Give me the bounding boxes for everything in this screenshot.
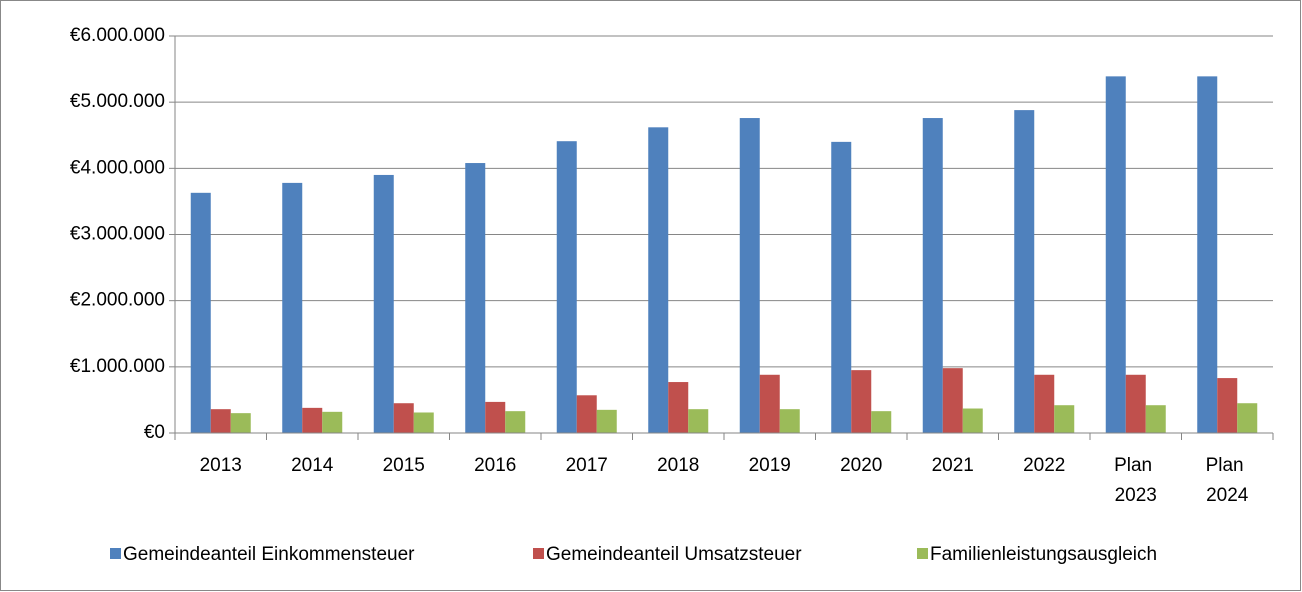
- x-tick-label: 2015: [383, 455, 425, 476]
- bar: [282, 182, 303, 433]
- x-tick-label: Plan 2024: [1206, 455, 1249, 506]
- bar: [648, 127, 669, 433]
- x-tick-label: 2019: [749, 455, 791, 476]
- y-tick-label: €5.000.000: [70, 91, 165, 112]
- bar: [302, 407, 323, 433]
- bar: [465, 163, 486, 434]
- bar: [942, 368, 963, 433]
- bar: [1125, 374, 1146, 433]
- x-tick-label: 2013: [200, 455, 242, 476]
- y-tick-label: €6.000.000: [70, 25, 165, 46]
- bar: [1145, 405, 1166, 433]
- x-tick-label: 2016: [474, 455, 516, 476]
- bar: [779, 409, 800, 433]
- bar: [190, 192, 211, 433]
- x-tick-label: 2021: [932, 455, 974, 476]
- bar: [851, 370, 872, 433]
- bar: [373, 174, 394, 433]
- legend-label: Gemeindeanteil Umsatzsteuer: [546, 544, 802, 565]
- legend-swatch: [110, 548, 121, 559]
- y-tick-label: €0: [144, 422, 165, 443]
- x-tick-label: Plan 2023: [1114, 455, 1157, 506]
- x-tick-label: 2018: [657, 455, 699, 476]
- bar: [1237, 403, 1258, 433]
- bar: [413, 412, 434, 433]
- bar: [668, 382, 689, 433]
- bar: [1014, 110, 1035, 434]
- x-tick-label: 2022: [1023, 455, 1065, 476]
- y-tick-label: €2.000.000: [70, 290, 165, 311]
- bar: [688, 409, 709, 433]
- legend-label: Familienleistungsausgleich: [930, 544, 1157, 565]
- bar: [556, 141, 577, 433]
- bar: [1217, 378, 1238, 433]
- bar: [831, 141, 852, 433]
- bar: [596, 409, 617, 433]
- bar: [393, 403, 414, 433]
- bar: [485, 401, 506, 433]
- bar: [505, 411, 526, 433]
- bar: [230, 413, 251, 433]
- legend-label: Gemeindeanteil Einkommensteuer: [123, 544, 415, 565]
- x-tick-label: 2020: [840, 455, 882, 476]
- bar: [739, 118, 760, 434]
- bar: [871, 411, 892, 433]
- bar: [1197, 76, 1218, 433]
- bar: [1105, 76, 1126, 433]
- bar: [1034, 374, 1055, 433]
- bar: [576, 395, 597, 433]
- legend-swatch: [917, 548, 928, 559]
- y-tick-label: €1.000.000: [70, 356, 165, 377]
- x-tick-label: 2017: [566, 455, 608, 476]
- bar: [759, 374, 780, 433]
- bar: [962, 408, 983, 433]
- bar: [922, 118, 943, 434]
- bar: [322, 411, 343, 433]
- y-tick-label: €3.000.000: [70, 224, 165, 245]
- x-tick-label: 2014: [291, 455, 334, 476]
- bar: [1054, 405, 1075, 433]
- legend-swatch: [533, 548, 544, 559]
- y-tick-label: €4.000.000: [70, 157, 165, 178]
- bar: [210, 409, 231, 433]
